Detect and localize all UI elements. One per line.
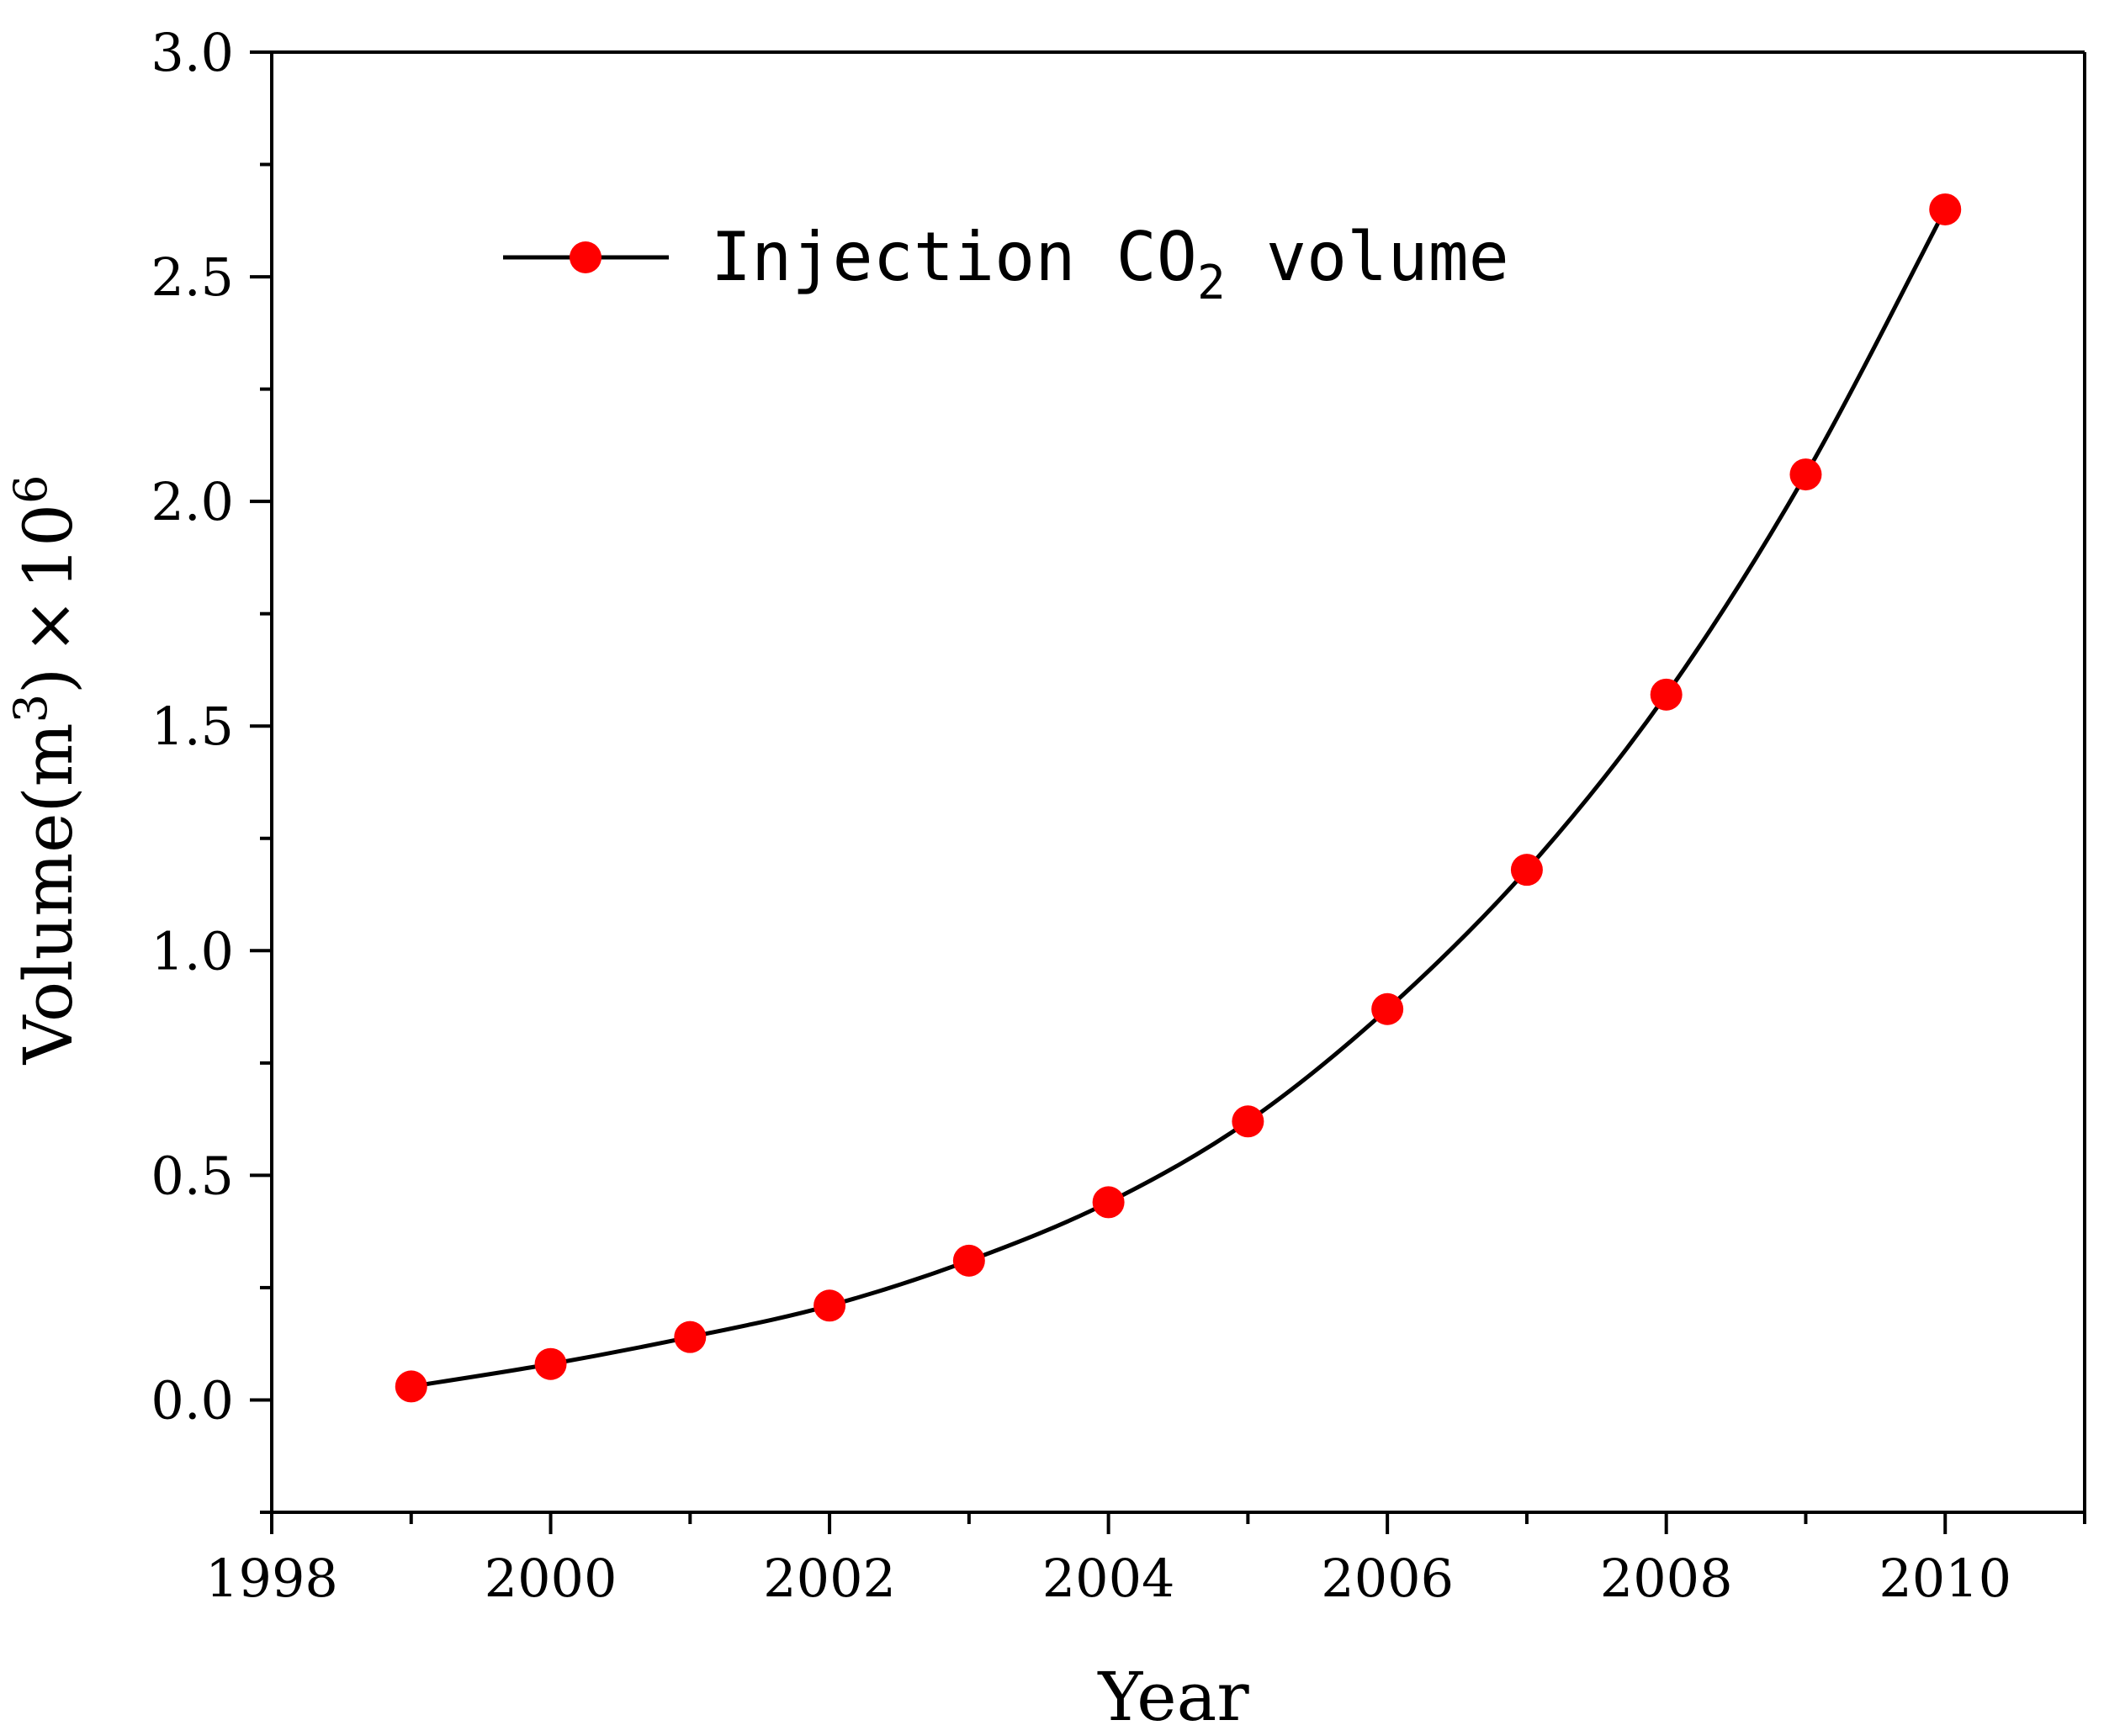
data-point — [1650, 678, 1683, 711]
y-tick-label: 2.5 — [151, 246, 234, 308]
legend-marker — [570, 241, 602, 273]
data-point — [534, 1347, 567, 1380]
y-tick-label: 2.0 — [151, 471, 234, 532]
data-point — [952, 1244, 985, 1277]
y-tick-label: 3.0 — [151, 22, 234, 83]
x-tick-label: 2008 — [1600, 1548, 1733, 1609]
x-tick-label: 2006 — [1321, 1548, 1454, 1609]
data-point — [814, 1289, 846, 1322]
y-axis-title-close: ) — [9, 668, 87, 694]
x-tick-label: 2000 — [485, 1548, 617, 1609]
x-tick-label: 2010 — [1879, 1548, 2011, 1609]
y-tick-label: 0.0 — [151, 1369, 234, 1431]
x-tick-label: 1998 — [205, 1548, 338, 1609]
legend-label-prefix: Injection CO — [711, 218, 1197, 296]
data-point — [1929, 193, 1962, 225]
y-axis-title-prefix: Volume(m — [9, 722, 87, 1065]
data-point — [395, 1370, 427, 1403]
series-line — [411, 208, 1948, 1389]
y-axis-title: Volume(m3) × 106 — [4, 475, 87, 1066]
y-tick-label: 1.5 — [151, 696, 234, 757]
y-tick-label: 1.0 — [151, 920, 234, 982]
x-tick-label: 2004 — [1042, 1548, 1175, 1609]
y-axis-title-times: × — [9, 598, 87, 654]
data-point — [1371, 992, 1404, 1025]
data-point — [674, 1321, 707, 1353]
data-point — [1510, 854, 1543, 887]
y-axis-title-base: 10 — [9, 504, 87, 590]
legend-label-suffix: volume — [1226, 218, 1509, 296]
data-point — [1092, 1186, 1125, 1219]
data-point — [1232, 1105, 1264, 1138]
y-axis-title-sup: 3 — [4, 694, 57, 722]
y-tick-label: 0.5 — [151, 1145, 234, 1206]
legend-label: Injection CO2 volume — [711, 218, 1509, 310]
y-axis-title-exp: 6 — [4, 475, 57, 504]
legend-label-sub: 2 — [1197, 256, 1226, 310]
x-axis-title: Year — [1097, 1658, 1249, 1736]
data-point — [1789, 458, 1822, 491]
x-tick-label: 2002 — [763, 1548, 896, 1609]
